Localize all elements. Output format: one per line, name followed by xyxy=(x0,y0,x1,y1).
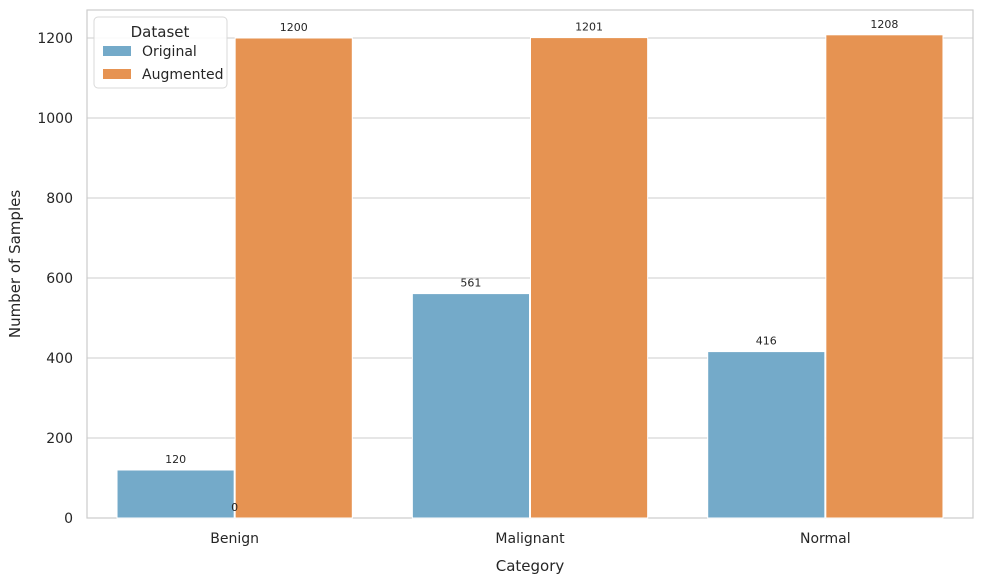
data-label-extra: 0 xyxy=(231,501,238,514)
data-label-original-malignant: 561 xyxy=(460,277,481,290)
y-tick-label: 800 xyxy=(46,191,73,207)
data-label-original-benign: 120 xyxy=(165,453,186,466)
y-axis-ticks: 0 200 400 600 800 1000 1200 xyxy=(37,31,73,527)
data-labels: 120 1200 561 1201 416 1208 0 xyxy=(165,18,898,514)
bar-augmented-malignant xyxy=(530,37,649,519)
y-tick-label: 400 xyxy=(46,351,73,367)
legend-label-original: Original xyxy=(142,44,197,60)
y-tick-label: 200 xyxy=(46,431,73,447)
y-tick-label: 600 xyxy=(46,271,73,287)
x-tick-label: Normal xyxy=(800,531,851,547)
data-label-augmented-normal: 1208 xyxy=(870,18,898,31)
data-label-augmented-malignant: 1201 xyxy=(575,21,603,34)
legend-swatch-augmented xyxy=(103,69,131,79)
x-tick-label: Benign xyxy=(210,531,259,547)
legend-label-augmented: Augmented xyxy=(142,67,223,83)
legend-swatch-original xyxy=(103,46,131,56)
y-axis-label: Number of Samples xyxy=(6,190,24,338)
x-axis-label: Category xyxy=(496,557,565,575)
data-label-augmented-benign: 1200 xyxy=(280,21,308,34)
bar-original-malignant xyxy=(411,293,530,519)
x-axis-ticks: Benign Malignant Normal xyxy=(210,531,850,547)
data-label-original-normal: 416 xyxy=(756,335,777,348)
legend: Dataset Original Augmented xyxy=(93,16,228,89)
bar-original-normal xyxy=(707,351,826,519)
legend-title: Dataset xyxy=(131,23,190,41)
bar-original-benign xyxy=(116,469,235,519)
y-tick-label: 0 xyxy=(64,511,73,527)
y-tick-label: 1000 xyxy=(37,111,73,127)
y-tick-label: 1200 xyxy=(37,31,73,47)
bar-augmented-normal xyxy=(825,34,944,519)
x-tick-label: Malignant xyxy=(495,531,565,547)
bars xyxy=(116,34,944,519)
bar-augmented-benign xyxy=(234,37,353,519)
